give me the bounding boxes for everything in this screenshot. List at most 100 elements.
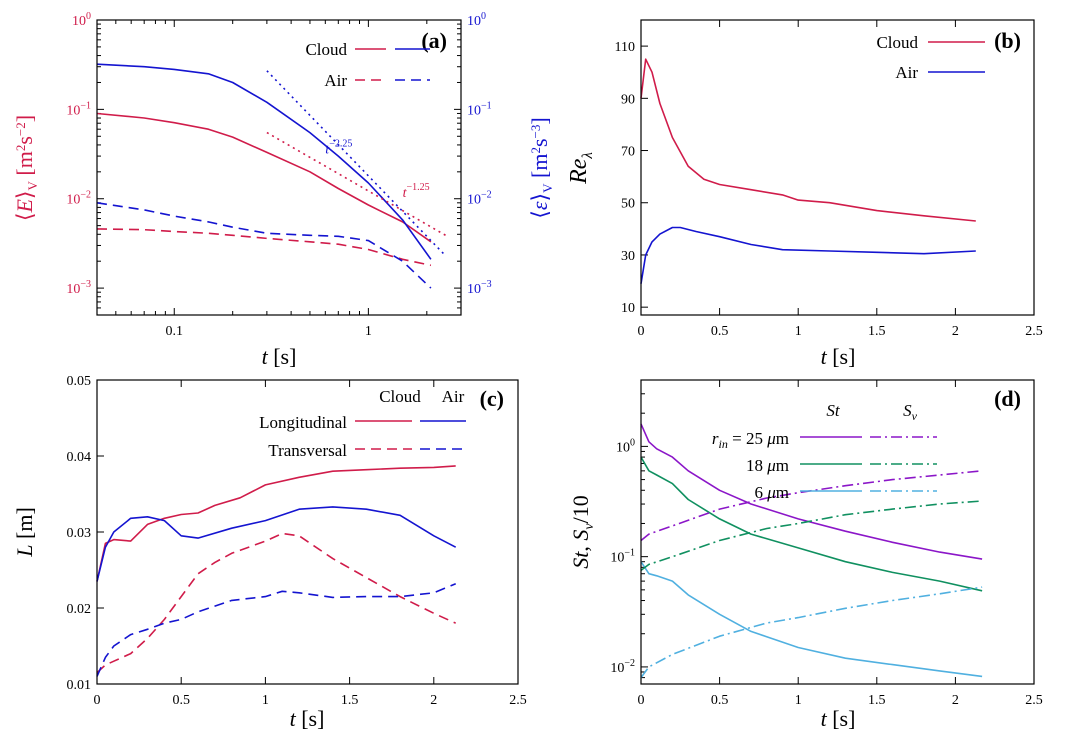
c-series-long-air [96, 506, 457, 582]
x-tick-label: 2 [952, 693, 959, 708]
d-legend-r6: 6 μm [754, 483, 789, 502]
c-series-long-cloud [96, 465, 456, 582]
c-xlabel: t [s] [290, 706, 325, 729]
d-series-Sv-6 [640, 586, 983, 679]
b-panel-label: (b) [994, 28, 1021, 53]
panel-c: 0 0.5 1 1.5 2 2.5 0.01 0.02 0.03 0.04 0.05 (c) Clo… [12, 374, 527, 729]
y-tick-label: 0.04 [67, 450, 92, 465]
b-frame [640, 19, 1035, 316]
y-tick-label: 0.03 [67, 526, 92, 541]
b-series-cloud [640, 58, 976, 222]
y-tick-label: 10−2 [66, 190, 91, 208]
c-legend-col-air: Air [442, 387, 465, 406]
c-legend-transversal: Transversal [268, 441, 347, 460]
y-tick-label-right: 10−2 [467, 190, 492, 208]
x-tick-label: 0 [94, 693, 101, 708]
x-tick-label: 1 [262, 693, 269, 708]
x-tick-label: 1.5 [341, 693, 359, 708]
b-series-air [640, 226, 976, 284]
a-series-E-cloud [96, 112, 432, 243]
a-ticks: 0.1 1 10−3 10−2 10−1 100 10−3 10−2 10−1 100 [66, 11, 491, 339]
x-tick-label: 0.1 [166, 324, 184, 339]
c-legend-longitudinal: Longitudinal [259, 413, 347, 432]
x-tick-label: 0 [638, 693, 645, 708]
x-tick-label: 1 [365, 324, 372, 339]
b-legend-air: Air [895, 63, 918, 82]
d-legend-r18: 18 μm [746, 456, 789, 475]
x-tick-label: 2.5 [1025, 693, 1043, 708]
x-tick-label: 1.5 [868, 693, 886, 708]
d-series-St-25 [640, 423, 983, 560]
x-tick-label: 1 [795, 324, 802, 339]
y-tick-label-right: 10−3 [467, 279, 492, 297]
b-ticks: 0 0.5 1 1.5 2 2.5 10 30 50 70 90 110 [615, 20, 1043, 339]
a-series [96, 63, 447, 289]
c-panel-label: (c) [480, 386, 504, 411]
a-annotation-E-slope: t−1.25 [403, 182, 430, 201]
x-tick-label: 0.5 [711, 693, 729, 708]
d-legend-col-st: St [826, 401, 841, 420]
x-tick-label: 2 [952, 324, 959, 339]
y-tick-label: 70 [621, 145, 635, 160]
d-series [640, 423, 983, 679]
a-ylabel-right: ⟨ε⟩V [m2s−3] [527, 117, 555, 218]
x-tick-label: 0 [638, 324, 645, 339]
y-tick-label: 10−3 [66, 279, 91, 297]
a-frame [96, 19, 462, 316]
a-xlabel: t [s] [262, 344, 297, 369]
y-tick-label: 30 [621, 249, 635, 264]
y-tick-label: 10−2 [610, 658, 635, 676]
y-tick-label: 10 [621, 301, 635, 316]
c-legend-lines [355, 420, 466, 450]
a-series-eps-cloud [96, 63, 432, 260]
d-legend-col-sv: Sv [903, 401, 918, 423]
y-tick-label: 100 [616, 437, 635, 455]
a-series-fit-eps [266, 70, 447, 257]
a-legend-air: Air [324, 71, 347, 90]
d-xlabel: t [s] [821, 706, 856, 729]
x-tick-label: 2.5 [509, 693, 527, 708]
x-tick-label: 1.5 [868, 324, 886, 339]
x-tick-label: 2 [430, 693, 437, 708]
y-tick-label: 100 [72, 11, 91, 29]
a-annotation-eps-slope: t−2.25 [325, 139, 352, 158]
d-legend-r25: rin = 25 μm [712, 429, 789, 451]
b-legend-cloud: Cloud [876, 33, 918, 52]
c-series [96, 465, 457, 677]
d-series-St-6 [640, 561, 983, 678]
c-ticks: 0 0.5 1 1.5 2 2.5 0.01 0.02 0.03 0.04 0.05 [67, 374, 527, 708]
d-series-St-18 [640, 456, 983, 592]
y-tick-label: 50 [621, 197, 635, 212]
y-tick-label: 10−1 [610, 548, 635, 566]
y-tick-label: 110 [615, 40, 635, 55]
c-frame [96, 379, 519, 685]
y-tick-label: 90 [621, 92, 635, 107]
y-tick-label-right: 10−1 [467, 100, 492, 118]
d-series-Sv-25 [640, 470, 983, 542]
c-ylabel: L [m] [12, 507, 37, 558]
y-tick-label: 0.05 [67, 374, 92, 389]
x-tick-label: 0.5 [711, 324, 729, 339]
d-series-Sv-18 [640, 500, 983, 572]
a-legend-lines [355, 48, 430, 81]
y-tick-label: 0.01 [67, 678, 92, 693]
panel-d: 0 0.5 1 1.5 2 2.5 10−2 10−1 100 (d) St Sv rin = … [568, 379, 1043, 729]
y-tick-label-right: 100 [467, 11, 486, 29]
b-xlabel: t [s] [821, 344, 856, 369]
d-ticks: 0 0.5 1 1.5 2 2.5 10−2 10−1 100 [610, 380, 1043, 708]
d-frame [640, 379, 1035, 685]
c-series-trans-cloud [96, 532, 457, 674]
b-series [640, 58, 976, 284]
a-series-fit-E [266, 131, 446, 236]
d-panel-label: (d) [994, 386, 1021, 411]
x-tick-label: 2.5 [1025, 324, 1043, 339]
y-tick-label: 10−1 [66, 100, 91, 118]
c-legend-col-cloud: Cloud [379, 387, 421, 406]
d-ylabel: St, Sv/10 [568, 495, 597, 568]
a-legend-cloud: Cloud [305, 40, 347, 59]
c-series-trans-air [96, 582, 457, 677]
a-series-E-air [96, 228, 432, 267]
